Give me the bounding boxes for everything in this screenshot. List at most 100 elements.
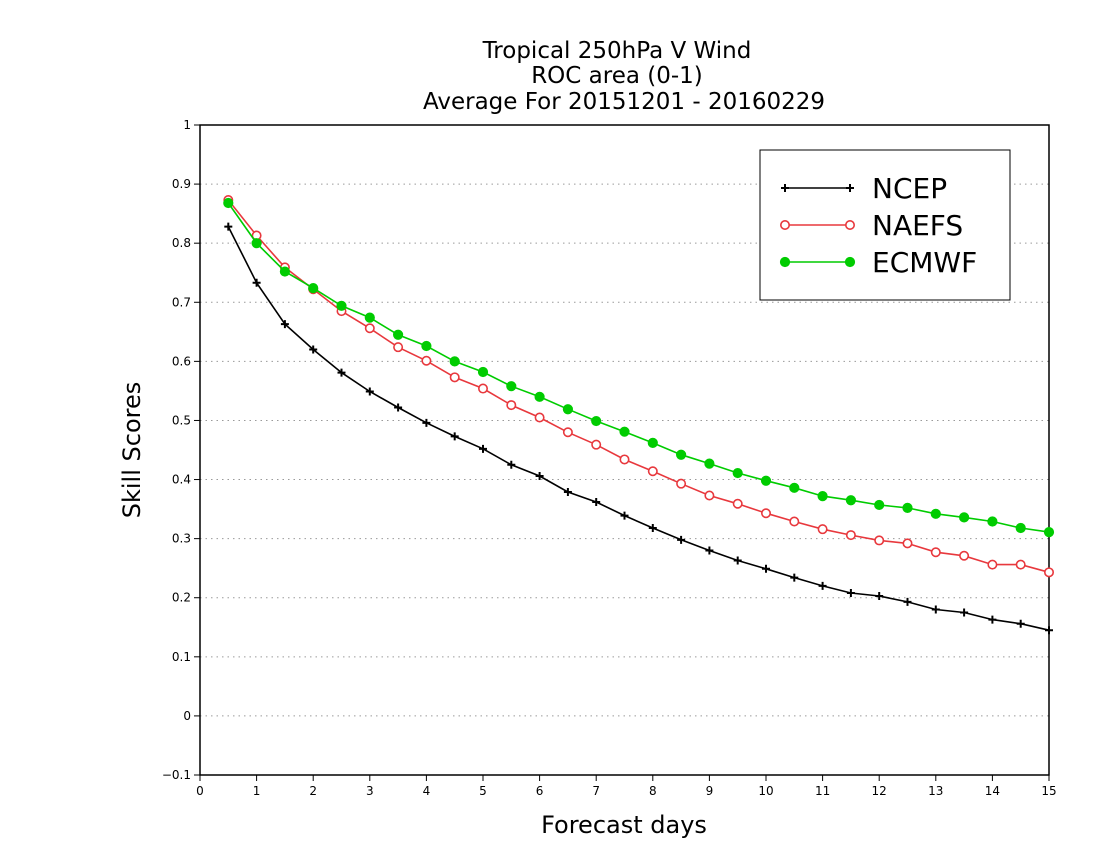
- y-tick-label: 0.8: [172, 236, 191, 250]
- legend-item-ncep: NCEP: [781, 172, 947, 205]
- x-tick-label: 8: [649, 784, 657, 798]
- plot-frame: [199, 124, 1050, 776]
- data-point-ecmwf: [760, 475, 772, 486]
- y-tick-label: 0.1: [172, 650, 191, 664]
- x-tick-label: 1: [253, 784, 261, 798]
- series-naefs: [223, 195, 1055, 578]
- data-point-naefs: [1044, 567, 1055, 578]
- data-point-ncep: [1016, 619, 1025, 628]
- data-point-ncep: [988, 615, 997, 624]
- data-point-ecmwf: [364, 312, 375, 323]
- data-point-ecmwf: [902, 502, 913, 514]
- data-point-ecmwf: [449, 356, 460, 367]
- data-point-naefs: [902, 538, 913, 549]
- data-point-ecmwf: [308, 282, 319, 294]
- data-point-ncep: [592, 498, 601, 506]
- data-point-ecmwf: [251, 238, 262, 249]
- data-point-naefs: [930, 547, 941, 558]
- x-tick-label: 0: [196, 784, 204, 798]
- data-point-ecmwf: [959, 512, 970, 523]
- y-tick-label: 0.2: [172, 591, 191, 605]
- data-point-ncep: [535, 472, 544, 480]
- data-point-ncep: [960, 608, 969, 617]
- legend: NCEP NAEFS ECMWF: [759, 149, 1011, 301]
- data-point-naefs: [506, 400, 517, 411]
- data-point-naefs: [845, 530, 856, 541]
- series-layer: [223, 195, 1055, 635]
- chart-title-line-1: Tropical 250hPa V Wind: [482, 38, 752, 64]
- data-point-ncep: [648, 524, 657, 532]
- legend-marker-naefs: [779, 220, 790, 231]
- data-point-ecmwf: [817, 490, 828, 502]
- data-point-naefs: [874, 535, 885, 546]
- data-point-ncep: [507, 460, 516, 469]
- y-axis-label: Skill Scores: [118, 382, 146, 519]
- x-tick-label: 3: [366, 784, 374, 798]
- data-point-ncep: [733, 556, 742, 565]
- data-point-ncep: [394, 403, 403, 412]
- data-point-naefs: [647, 466, 658, 477]
- grid-lines: [200, 183, 1049, 717]
- data-point-ncep: [337, 368, 346, 377]
- data-point-ecmwf: [477, 366, 489, 378]
- data-point-ncep: [790, 573, 799, 582]
- data-point-ecmwf: [704, 458, 715, 469]
- data-point-ncep: [450, 432, 459, 441]
- y-tick-label: 0.4: [172, 473, 191, 487]
- data-point-ncep: [705, 546, 714, 555]
- data-point-naefs: [364, 323, 375, 334]
- series-ecmwf: [223, 197, 1055, 538]
- data-point-ncep: [563, 487, 572, 496]
- data-point-naefs: [676, 478, 687, 489]
- series-line-ncep: [227, 226, 1050, 631]
- data-point-ncep: [224, 222, 233, 231]
- chart-title-line-3: Average For 20151201 - 20160229: [423, 89, 825, 115]
- legend-label-naefs: NAEFS: [872, 209, 963, 242]
- data-point-naefs: [789, 516, 800, 527]
- data-point-ecmwf: [1043, 527, 1055, 538]
- data-point-ecmwf: [534, 391, 545, 402]
- data-point-ncep: [479, 444, 487, 453]
- x-tick-label: 15: [1041, 784, 1056, 798]
- data-point-ecmwf: [1015, 522, 1026, 534]
- data-point-naefs: [704, 490, 715, 501]
- data-point-naefs: [562, 427, 573, 438]
- data-point-ncep: [903, 597, 912, 606]
- data-point-ecmwf: [845, 495, 857, 506]
- data-point-ncep: [309, 345, 318, 354]
- data-point-ecmwf: [393, 329, 404, 340]
- x-tick-label: 5: [479, 784, 487, 798]
- y-tick-label: 0.6: [172, 354, 191, 368]
- data-point-naefs: [393, 342, 404, 353]
- data-point-ecmwf: [619, 426, 630, 437]
- y-tick-label: 0: [183, 709, 191, 723]
- data-point-ecmwf: [223, 197, 234, 209]
- data-point-ncep: [931, 605, 940, 614]
- data-point-naefs: [477, 383, 488, 394]
- data-point-naefs: [817, 524, 828, 535]
- data-point-ncep: [620, 511, 629, 520]
- data-point-naefs: [959, 550, 970, 561]
- x-tick-label: 2: [309, 784, 317, 798]
- data-point-ncep: [365, 387, 374, 396]
- data-point-ncep: [252, 278, 261, 287]
- y-axis-ticks: −0.1 0 0.1 0.2 0.3 0.4 0.5 0.6 0.7 0.8 0.9 1: [162, 118, 200, 782]
- y-tick-label: 1: [183, 118, 191, 132]
- legend-item-naefs: NAEFS: [779, 209, 963, 242]
- data-point-ncep: [875, 591, 884, 600]
- x-tick-label: 14: [985, 784, 1000, 798]
- data-point-ecmwf: [789, 482, 800, 493]
- data-point-ncep: [846, 589, 855, 597]
- series-ncep: [224, 222, 1053, 635]
- y-tick-label: 0.7: [172, 295, 191, 309]
- y-tick-label: 0.3: [172, 532, 191, 546]
- data-point-ecmwf: [647, 437, 658, 449]
- data-point-naefs: [591, 439, 602, 450]
- x-tick-label: 7: [592, 784, 600, 798]
- x-tick-label: 6: [536, 784, 544, 798]
- legend-marker-ecmwf: [779, 256, 791, 268]
- data-point-ecmwf: [421, 340, 432, 352]
- data-point-ncep: [280, 320, 289, 329]
- data-point-ecmwf: [506, 381, 517, 392]
